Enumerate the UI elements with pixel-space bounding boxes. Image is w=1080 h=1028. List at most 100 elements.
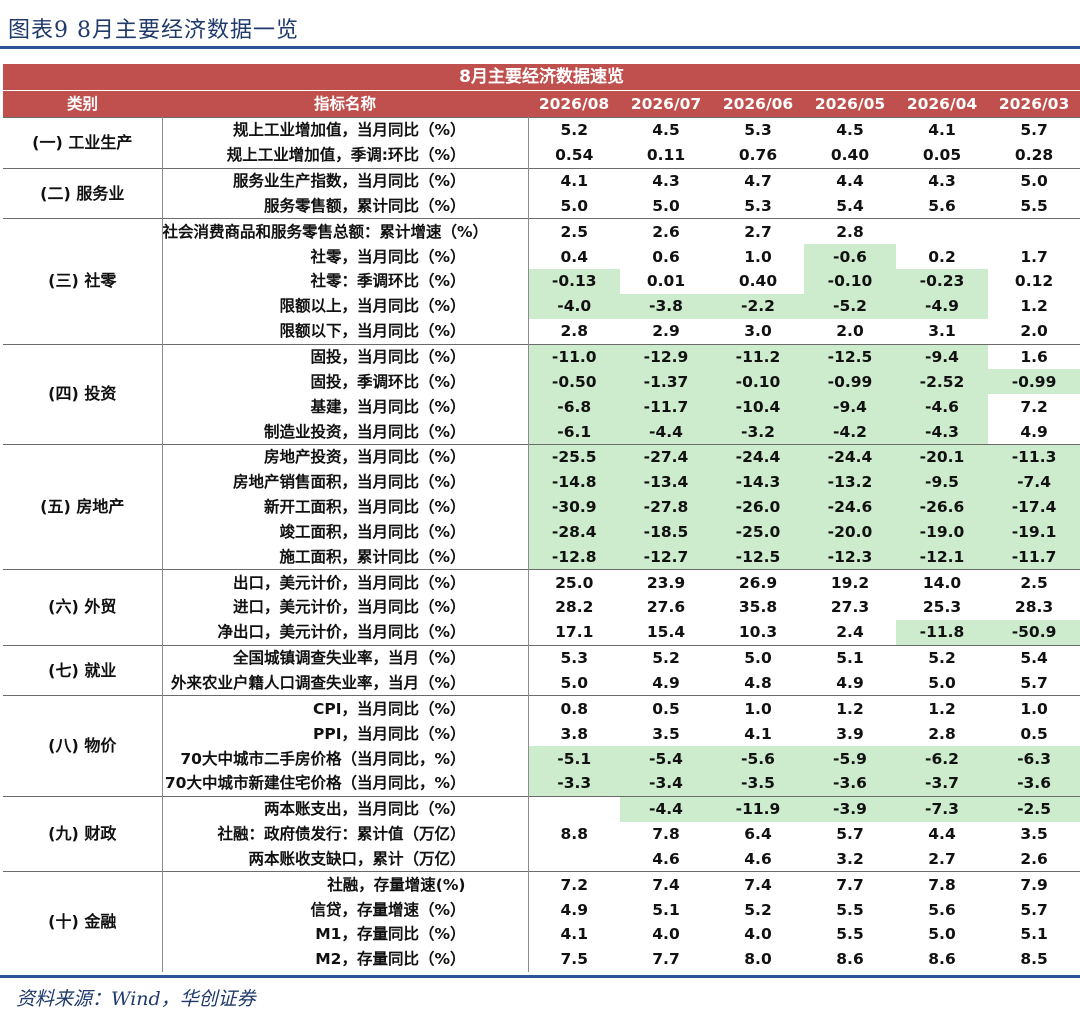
value-cell: 0.54 (555, 146, 594, 165)
table-row: (三) 社零 社会消费商品和服务零售总额：累计增速（%） 2.5 2.6 2.7 2.8 (3, 218, 1080, 345)
value-cell: -20.1 (896, 443, 988, 470)
value-cell: 2.7 (928, 849, 956, 868)
indicator-cell: 社零，当月同比（%） (162, 244, 529, 270)
table-row: 新开工面积，当月同比（%） -30.9 -27.8 -26.0 -24.6 -26.6 -1… (3, 494, 1080, 520)
economic-data-table: 8月主要经济数据速览 类别 指标名称 2026/08 2026/07 2026/… (3, 64, 1080, 972)
indicator-cell: 出口，美元计价，当月同比（%） (162, 569, 529, 596)
value-cell: -4.4 (620, 419, 712, 445)
value-cell: -6.1 (528, 419, 620, 445)
value-cell: 7.8 (896, 871, 988, 898)
value-cell: -5.2 (804, 293, 896, 319)
category-cell: (三) 社零 (3, 218, 163, 345)
value-cell: 0.4 (560, 247, 588, 266)
value-cell: 7.2 (1020, 397, 1048, 416)
value-cell: 5.0 (652, 196, 680, 215)
value-cell: 5.0 (712, 644, 804, 671)
value-cell: 0.40 (830, 146, 870, 165)
value-cell: 4.0 (744, 925, 772, 944)
value-cell (896, 218, 988, 245)
table-row: 社零，当月同比（%） 0.4 0.6 1.0 -0.6 0.2 1.7 (3, 244, 1080, 270)
table-row: 限额以上，当月同比（%） -4.0 -3.8 -2.2 -5.2 -4.9 1.2 (3, 293, 1080, 319)
value-cell: 1.7 (1020, 247, 1048, 266)
indicator-cell: 固投，当月同比（%） (162, 343, 529, 370)
table-row: 制造业投资，当月同比（%） -6.1 -4.4 -3.2 -4.2 -4.3 4.9 (3, 419, 1080, 445)
value-cell: -2.2 (712, 293, 804, 319)
value-cell: -12.3 (804, 544, 896, 570)
value-cell: 3.9 (836, 724, 864, 743)
indicator-cell: PPI，当月同比（%） (162, 721, 529, 747)
table-row: (五) 房地产 房地产投资，当月同比（%） -25.5 -27.4 -24.4 -24.4… (3, 443, 1080, 570)
category-cell: (六) 外贸 (3, 569, 163, 646)
value-cell: 28.3 (1014, 598, 1054, 617)
value-cell: -11.3 (988, 443, 1080, 470)
value-cell: 5.1 (652, 900, 680, 919)
value-cell: 1.6 (988, 343, 1080, 370)
table-row: 70大中城市二手房价格（当月同比，%） -5.1 -5.4 -5.6 -5.9 -6.2-… (3, 746, 1080, 771)
value-cell: 0.28 (1014, 146, 1054, 165)
value-cell: -12.7 (620, 544, 712, 570)
source-divider (0, 975, 1080, 978)
value-cell: 1.2 (896, 695, 988, 722)
value-cell: -4.0 (528, 293, 620, 319)
value-cell: 7.5 (560, 950, 588, 969)
table-row: 施工面积，累计同比（%） -12.8 -12.7 -12.5 -12.3 -12.1 -11… (3, 544, 1080, 570)
value-cell: 5.2 (620, 644, 712, 671)
table-row: 竣工面积，当月同比（%） -28.4 -18.5 -25.0 -20.0 -19.0 -19… (3, 519, 1080, 545)
value-cell: -9.4 (804, 394, 896, 420)
table-row: (十) 金融 社融，存量增速(%) 7.2 7.4 7.4 7.7 7.8 7.9 (3, 871, 1080, 972)
value-cell: 28.2 (555, 598, 594, 617)
value-cell: -4.4 (620, 795, 712, 822)
table-row: M2，存量同比（%） 7.5 7.7 8.0 8.6 8.6 8.5 (3, 946, 1080, 972)
value-cell: -26.0 (712, 494, 804, 520)
value-cell: 2.0 (836, 322, 864, 341)
value-cell: 1.2 (1020, 297, 1048, 316)
value-cell: 4.8 (744, 673, 772, 692)
value-cell: -3.3 (528, 770, 620, 797)
indicator-cell: 服务零售额，累计同比（%） (162, 193, 529, 219)
value-cell: -25.5 (528, 443, 620, 470)
table-row: 净出口，美元计价，当月同比（%） 17.1 15.4 10.3 2.4 -11.8 -50.… (3, 619, 1080, 646)
value-cell: -1.37 (620, 369, 712, 395)
value-cell: 8.5 (1020, 950, 1048, 969)
value-cell: 0.76 (738, 146, 778, 165)
value-cell: 26.9 (712, 569, 804, 596)
value-cell: 5.3 (744, 196, 772, 215)
value-cell: 0.8 (528, 695, 620, 722)
value-cell: -5.1 (528, 746, 620, 771)
value-cell: 5.3 (528, 644, 620, 671)
value-cell: 23.9 (620, 569, 712, 596)
value-cell: -12.5 (804, 343, 896, 370)
indicator-cell: M2，存量同比（%） (162, 946, 529, 972)
table-row: 房地产销售面积，当月同比（%） -14.8 -13.4 -14.3 -13.2 -9.5-… (3, 469, 1080, 495)
value-cell (988, 218, 1080, 245)
table-banner-row: 8月主要经济数据速览 (3, 64, 1080, 91)
value-cell: -17.4 (988, 494, 1080, 520)
category-cell: (五) 房地产 (3, 443, 163, 570)
value-cell: 25.3 (922, 598, 962, 617)
value-cell: 4.9 (652, 673, 680, 692)
value-cell (528, 846, 620, 871)
table-row: PPI，当月同比（%） 3.8 3.5 4.1 3.9 2.8 0.5 (3, 721, 1080, 747)
value-cell: 4.4 (804, 167, 896, 194)
table-row: (一) 工业生产 规上工业增加值，当月同比（%） 5.2 4.5 5.3 4.5 4.1 5.… (3, 116, 1080, 169)
table-row: 信贷，存量增速（%） 4.9 5.1 5.2 5.5 5.6 5.7 (3, 897, 1080, 922)
value-cell: -7.4 (988, 469, 1080, 495)
value-cell: -11.2 (712, 343, 804, 370)
value-cell: 8.6 (836, 950, 864, 969)
value-cell: -25.0 (712, 519, 804, 545)
value-cell: -3.6 (804, 770, 896, 797)
value-cell: 5.5 (1020, 196, 1048, 215)
value-cell: 3.5 (652, 724, 680, 743)
value-cell: 2.8 (804, 218, 896, 245)
table-row: 社融：政府债发行：累计值（万亿） 8.8 7.8 6.4 5.7 4.4 3.5 (3, 821, 1080, 847)
value-cell: -20.0 (804, 519, 896, 545)
value-cell: -11.8 (896, 619, 988, 646)
value-cell: -4.3 (896, 419, 988, 445)
value-cell: -13.2 (804, 469, 896, 495)
table-row: 固投，季调环比（%） -0.50 -1.37 -0.10 -0.99 -2.52 -0.99 (3, 369, 1080, 395)
header-category: 类别 (3, 90, 162, 118)
value-cell: 15.4 (646, 623, 686, 642)
title-divider (0, 46, 1080, 49)
table-header-row: 类别 指标名称 2026/08 2026/07 2026/06 2026/05 … (3, 90, 1080, 118)
value-cell: -13.4 (620, 469, 712, 495)
